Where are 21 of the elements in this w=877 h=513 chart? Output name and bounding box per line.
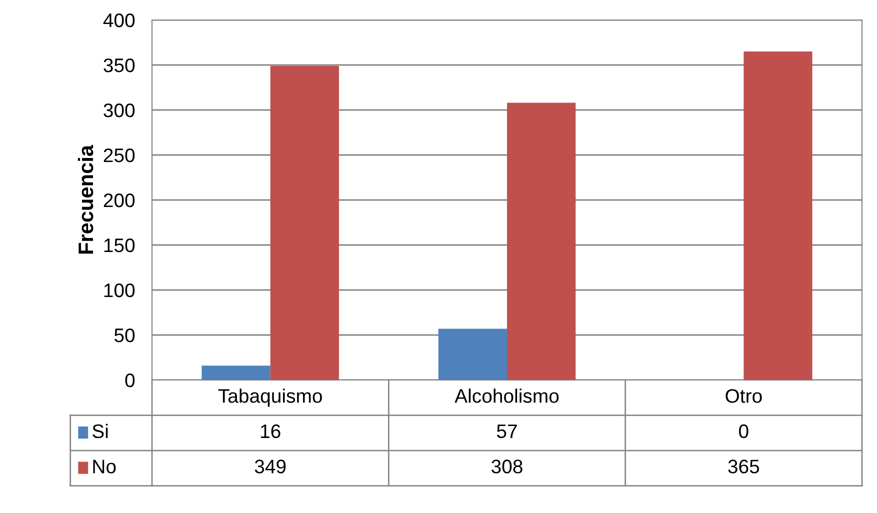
data-label: 349 xyxy=(254,460,286,474)
data-label: 365 xyxy=(728,460,760,474)
y-tick-label: 200 xyxy=(104,193,135,208)
y-axis-title: Frecuencia xyxy=(78,144,94,254)
y-tick-label: 0 xyxy=(125,373,135,388)
data-label: 57 xyxy=(496,424,517,438)
y-tick-label: 100 xyxy=(104,283,135,298)
data-label: 16 xyxy=(261,424,280,438)
y-tick-label: 50 xyxy=(114,328,135,342)
legend-label: No xyxy=(93,460,116,474)
legend-label: Si xyxy=(92,424,108,438)
x-tick-label: Otro xyxy=(726,389,762,403)
data-label: 0 xyxy=(739,424,748,438)
x-tick-label: Tabaquismo xyxy=(218,388,322,407)
y-tick-label: 250 xyxy=(104,148,135,162)
y-tick-label: 350 xyxy=(104,58,135,72)
y-tick-label: 400 xyxy=(103,13,135,28)
y-tick-label: 300 xyxy=(104,103,135,118)
x-tick-label: Alcoholismo xyxy=(454,388,559,403)
data-label: 308 xyxy=(492,460,522,474)
y-tick-label: 150 xyxy=(104,238,135,252)
